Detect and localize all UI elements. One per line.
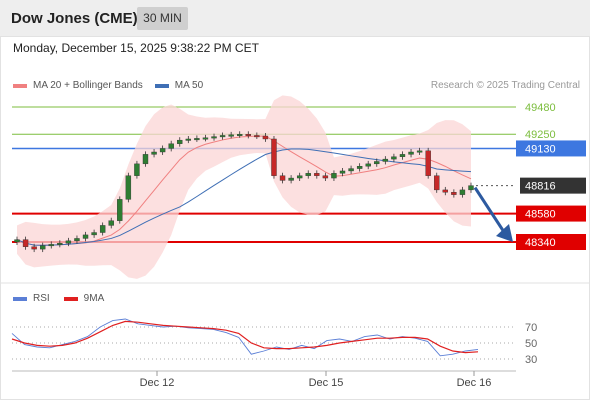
- candle-body: [391, 156, 397, 160]
- candle-body: [237, 134, 243, 136]
- legend-item-ma20: MA 20 + Bollinger Bands: [13, 80, 143, 91]
- timestamp: Monday, December 15, 2025 9:38:22 PM CET: [13, 41, 259, 55]
- candle-body: [22, 239, 29, 247]
- candle-body: [142, 154, 149, 165]
- candle-body: [14, 239, 20, 243]
- x-tick-label-dec-15: Dec 15: [309, 377, 344, 389]
- level-label-49130: 49130: [525, 143, 556, 155]
- level-badge-49130: [516, 140, 586, 157]
- candle-body: [339, 170, 346, 174]
- main-legend: MA 20 + Bollinger Bands MA 50: [13, 80, 215, 91]
- candle-body: [39, 245, 46, 250]
- candle-body: [168, 143, 174, 149]
- candle-body: [288, 177, 294, 181]
- chart-header: Dow Jones (CME) 30 MIN: [0, 0, 590, 36]
- legend-label-rsi: RSI: [33, 293, 50, 304]
- candle-body: [254, 135, 260, 138]
- x-tick-label-dec-16: Dec 16: [457, 377, 492, 389]
- legend-swatch-ma50: [154, 83, 169, 88]
- candle-body: [159, 148, 166, 153]
- x-tick-label-dec-12: Dec 12: [140, 377, 175, 389]
- candle-body: [91, 232, 97, 236]
- candle-body: [374, 161, 380, 165]
- candle-body: [125, 175, 132, 200]
- rsi-series-9ma: [11, 320, 479, 354]
- legend-label-9ma: 9MA: [83, 293, 105, 304]
- candle-body: [194, 138, 200, 141]
- instrument-title: Dow Jones (CME): [11, 10, 138, 27]
- bollinger-band: [17, 95, 471, 279]
- candle-body: [416, 150, 423, 153]
- candle-body: [314, 173, 320, 176]
- candle-body: [134, 163, 140, 176]
- rsi-tick-50: 50: [525, 338, 537, 350]
- candle-body: [57, 242, 63, 245]
- candle-body: [202, 137, 209, 140]
- candle-body: [442, 189, 449, 193]
- rsi-tick-30: 30: [525, 354, 537, 366]
- candle-body: [108, 220, 114, 226]
- rsi-legend: RSI 9MA: [13, 293, 118, 304]
- legend-item-ma50: MA 50: [154, 80, 204, 91]
- rsi-tick-70: 70: [525, 322, 537, 334]
- candle-body: [177, 139, 183, 144]
- candle-body: [331, 173, 337, 179]
- level-label-48816: 48816: [525, 181, 556, 193]
- candle-body: [185, 138, 192, 141]
- candle-body: [365, 163, 371, 167]
- legend-label-ma50: MA 50: [174, 80, 204, 91]
- legend-swatch-rsi: [13, 296, 27, 301]
- source-credit: Research © 2025 Trading Central: [430, 80, 580, 91]
- candle-body: [219, 135, 226, 138]
- candle-body: [151, 151, 157, 155]
- candle-body: [211, 136, 217, 139]
- legend-label-ma20: MA 20 + Bollinger Bands: [33, 80, 143, 91]
- level-badge-48340: [516, 234, 586, 250]
- interval-badge[interactable]: 30 MIN: [137, 7, 188, 30]
- candle-body: [348, 168, 354, 172]
- candle-body: [305, 173, 311, 176]
- legend-swatch-ma20: [13, 83, 27, 88]
- candle-body: [322, 175, 329, 179]
- level-label-48340: 48340: [525, 237, 556, 249]
- level-badge-48816: [520, 177, 586, 194]
- candle-body: [459, 189, 466, 195]
- candle-body: [271, 138, 277, 176]
- legend-item-rsi: RSI: [13, 293, 50, 304]
- candle-body: [31, 246, 37, 250]
- candle-body: [65, 240, 72, 244]
- forecast-arrow: [473, 186, 506, 233]
- candle-body: [279, 175, 286, 181]
- candle-body: [296, 175, 303, 179]
- candle-body: [356, 166, 363, 169]
- candle-body: [82, 234, 89, 239]
- candle-body: [451, 192, 457, 195]
- candle-body: [74, 238, 80, 242]
- legend-item-9ma: 9MA: [63, 293, 105, 304]
- legend-swatch-9ma: [63, 296, 78, 301]
- candle-body: [262, 135, 269, 140]
- candle-body: [382, 158, 389, 162]
- level-label-49250: 49250: [525, 129, 556, 141]
- candle-body: [117, 199, 123, 221]
- candle-body: [468, 185, 474, 191]
- candle-body: [245, 134, 251, 136]
- candle-body: [399, 154, 406, 157]
- level-badge-48580: [516, 205, 586, 222]
- candle-body: [99, 225, 106, 233]
- candle-body: [408, 151, 414, 155]
- candle-body: [48, 244, 54, 247]
- forecast-arrowhead: [496, 224, 513, 242]
- candle-body: [228, 134, 234, 137]
- candle-body: [425, 150, 431, 176]
- level-label-48580: 48580: [525, 209, 556, 221]
- ma50-line: [16, 148, 472, 246]
- candle-body: [434, 175, 440, 191]
- level-label-49480: 49480: [525, 102, 556, 114]
